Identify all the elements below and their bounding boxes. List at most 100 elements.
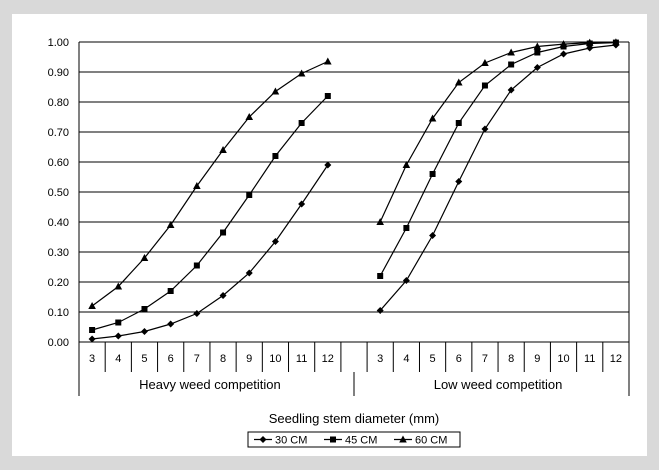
data-point [402,161,411,168]
data-point [271,238,279,245]
data-point [324,57,332,65]
x-tick-label: 10 [269,353,281,365]
legend-marker [330,436,336,443]
data-point [376,307,384,314]
data-point [533,42,542,50]
data-point [324,93,331,99]
x-tick-label: 12 [610,353,622,365]
data-point [402,277,410,284]
data-point [88,302,96,309]
data-point [534,49,541,56]
data-point [219,146,227,153]
x-tick-label: 9 [246,353,252,365]
x-tick-label: 8 [220,353,226,365]
data-point [298,120,305,126]
data-point [193,182,201,189]
data-point [245,269,253,277]
data-point [455,178,463,185]
legend-label: 30 CM [275,435,307,447]
data-point [507,48,515,56]
data-point [376,218,384,225]
x-tick-label: 8 [508,353,514,365]
data-point [272,153,279,159]
group-label: Low weed competition [434,377,563,392]
x-tick-label: 11 [584,353,595,365]
x-axis-title: Seedling stem diameter (mm) [269,411,440,426]
data-point [429,232,437,239]
data-point [193,262,200,269]
data-point [167,288,174,294]
data-point [114,332,122,340]
x-tick-label: 5 [141,353,147,365]
data-point [140,254,149,261]
x-tick-label: 3 [377,353,383,365]
y-tick-label: 1.00 [48,37,69,49]
data-point [246,192,253,198]
x-tick-label: 3 [89,353,95,365]
chart-frame: 0.00 0.10 0.20 0.30 0.40 0.50 0.60 0.70 0.80 0.90… [12,14,647,456]
legend-box [247,431,461,448]
series-line-30-cm [379,44,616,311]
data-point [88,335,96,343]
x-tick-label: 10 [557,353,569,365]
series-line-45-cm [379,42,616,277]
series-line-60-cm [91,60,329,307]
data-point [220,229,227,236]
data-point [585,38,594,46]
data-point [297,69,306,77]
data-point [167,320,175,328]
x-tick-label: 4 [115,353,121,365]
x-tick-label: 7 [194,353,200,365]
y-tick-label: 0.60 [48,157,69,169]
data-point [140,328,148,335]
data-point [481,125,489,133]
data-point [245,113,254,120]
data-point [89,327,96,333]
series-line-45-cm [91,95,329,331]
data-point [324,161,332,169]
y-tick-label: 0.50 [48,187,69,199]
legend-label: 60 CM [415,435,447,447]
x-tick-label: 9 [534,353,540,365]
x-tick-label: 6 [456,353,462,365]
data-point [166,221,175,228]
data-point [141,306,148,312]
data-point [219,292,227,299]
x-tick-label: 11 [296,353,307,365]
y-tick-label: 0.40 [48,217,69,229]
data-point [612,38,620,46]
data-point [377,273,384,279]
x-tick-label: 12 [322,353,334,365]
y-tick-label: 0.80 [48,97,69,109]
series-line-60-cm [379,41,616,223]
data-point [507,86,515,94]
y-tick-label: 0.70 [48,127,69,139]
data-point [429,171,436,177]
x-tick-label: 6 [168,353,174,365]
y-tick-label: 0.10 [48,307,69,319]
data-point [428,114,437,122]
group-label: Heavy weed competition [139,377,281,392]
data-point [560,50,568,58]
x-tick-label: 5 [430,353,436,365]
data-point [481,59,489,66]
data-point [115,319,122,326]
legend-marker [259,436,267,443]
y-tick-label: 0.30 [48,247,69,259]
data-point [403,225,410,231]
y-tick-label: 0.20 [48,277,69,289]
legend-label: 45 CM [345,435,377,447]
x-tick-label: 7 [482,353,488,365]
data-point [508,61,515,68]
data-point [455,120,462,126]
data-point [454,78,463,86]
y-tick-label: 0.00 [48,337,69,349]
legend-marker [399,435,407,443]
data-point [193,310,201,317]
series-line-30-cm [92,164,329,340]
y-tick-label: 0.90 [48,67,69,79]
x-tick-label: 4 [403,353,409,365]
data-point [114,282,123,290]
data-point [533,64,541,71]
line-chart: 0.00 0.10 0.20 0.30 0.40 0.50 0.60 0.70 0.80 0.90… [48,37,630,448]
